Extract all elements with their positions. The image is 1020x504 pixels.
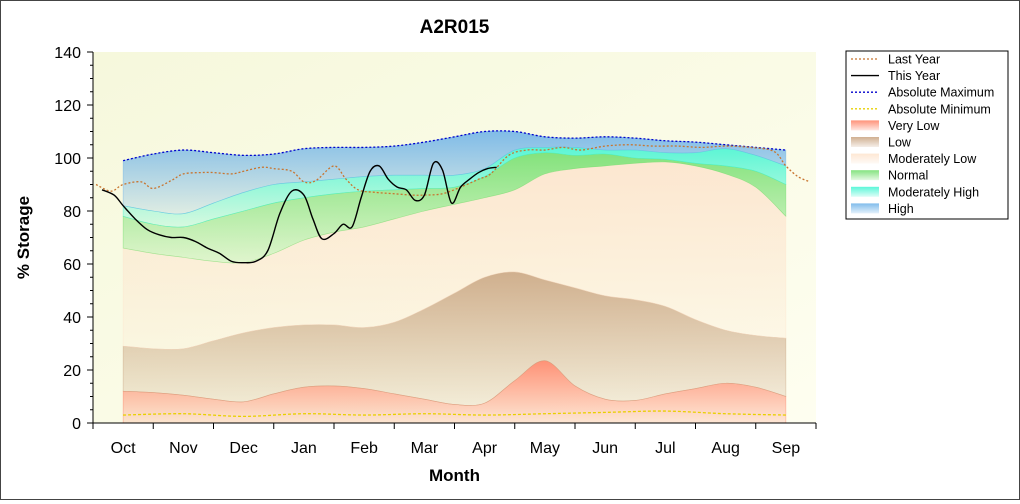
- legend-swatch-moderately-low: [851, 153, 879, 164]
- y-tick-label: 0: [72, 416, 81, 433]
- x-tick-label: Mar: [411, 440, 439, 457]
- legend-label-last-year: Last Year: [888, 53, 940, 67]
- legend-label-this-year: This Year: [888, 69, 940, 83]
- line-absolute-maximum: [122, 130, 786, 162]
- legend-swatch-normal: [851, 170, 879, 181]
- legend-swatch-low: [851, 137, 879, 147]
- legend-label-moderately-high: Moderately High: [888, 185, 979, 199]
- axes: [87, 51, 817, 429]
- y-tick-label: 80: [63, 204, 81, 221]
- tick-labels: 0 20 40 60 80 100 120 140 Oct Nov Dec Jan Feb Mar Apr M…: [54, 45, 800, 457]
- chart-title: A2R015: [420, 17, 490, 38]
- x-tick-label: Jul: [655, 440, 675, 457]
- series-lines: [95, 130, 811, 418]
- x-tick-label: Sep: [772, 440, 801, 457]
- legend-swatch-high: [851, 203, 879, 214]
- legend-label-low: Low: [888, 136, 912, 150]
- y-axis-title: % Storage: [14, 196, 33, 279]
- legend-label-moderately-low: Moderately Low: [888, 152, 977, 166]
- legend: Last Year This Year Absolute Maximum Absolu…: [845, 50, 1009, 220]
- line-absolute-minimum: [123, 410, 786, 418]
- band-areas: [122, 130, 787, 424]
- x-tick-label: Apr: [472, 440, 498, 457]
- x-tick-label: Oct: [111, 440, 136, 457]
- x-tick-label: Feb: [350, 440, 378, 457]
- y-tick-label: 100: [54, 151, 81, 168]
- legend-swatch-moderately-high: [851, 186, 879, 197]
- x-tick-label: May: [530, 440, 560, 457]
- y-tick-label: 40: [63, 310, 81, 327]
- y-tick-label: 120: [54, 98, 81, 115]
- legend-label-normal: Normal: [888, 169, 928, 183]
- legend-label-very-low: Very Low: [888, 119, 940, 133]
- x-tick-label: Jun: [592, 440, 618, 457]
- legend-label-high: High: [888, 202, 914, 216]
- x-tick-label: Jan: [291, 440, 317, 457]
- x-tick-label: Nov: [169, 440, 197, 457]
- y-tick-label: 140: [54, 45, 81, 62]
- x-tick-label: Dec: [229, 440, 257, 457]
- y-tick-label: 60: [63, 257, 81, 274]
- band-high: [122, 130, 787, 215]
- legend-label-absolute-minimum: Absolute Minimum: [888, 102, 991, 116]
- line-this-year: [101, 160, 497, 264]
- x-axis-title: Month: [429, 466, 480, 485]
- y-tick-label: 20: [63, 363, 81, 380]
- x-tick-label: Aug: [711, 440, 739, 457]
- legend-label-absolute-maximum: Absolute Maximum: [888, 86, 994, 100]
- legend-swatch-very-low: [851, 120, 879, 131]
